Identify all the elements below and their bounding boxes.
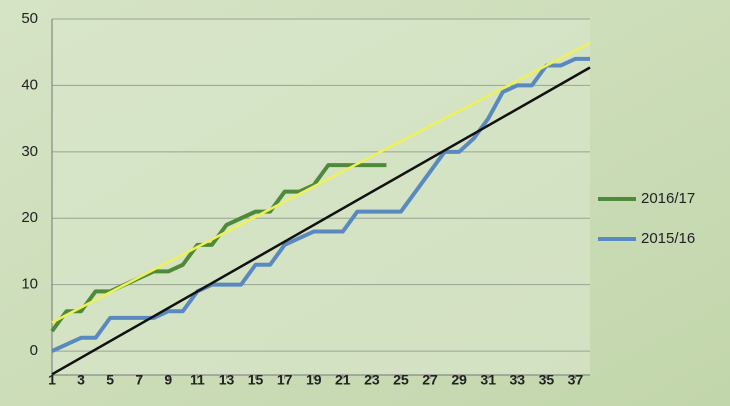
x-tick-label: 25 [393,372,409,388]
y-tick-label: 10 [21,276,38,293]
legend-label: 2016/17 [641,190,695,207]
plot-area [52,19,590,375]
series-line [51,41,591,324]
y-tick-label: 20 [21,209,38,226]
x-tick-label: 29 [451,372,467,388]
x-tick-label: 15 [248,372,264,388]
y-tick-label: 50 [21,10,38,27]
y-tick-label: 40 [21,76,38,93]
x-tick-label: 35 [539,372,555,388]
x-tick-label: 17 [277,372,293,388]
x-tick-label: 9 [164,372,172,388]
x-tick-label: 23 [364,372,380,388]
series-line [51,66,591,376]
x-tick-label: 37 [568,372,584,388]
x-tick-label: 21 [335,372,351,388]
x-tick-label: 7 [135,372,143,388]
x-tick-label: 1 [48,372,56,388]
x-tick-label: 13 [219,372,235,388]
x-tick-label: 11 [190,372,205,388]
y-tick-label: 0 [30,342,38,359]
x-tick-label: 19 [306,372,322,388]
series-line [51,56,590,353]
x-tick-label: 3 [77,372,85,388]
x-tick-label: 33 [510,372,526,388]
x-tick-label: 31 [480,372,496,388]
x-tick-label: 27 [422,372,438,388]
legend-label: 2015/16 [641,230,695,247]
y-tick-label: 30 [21,143,38,160]
x-tick-label: 5 [106,372,114,388]
